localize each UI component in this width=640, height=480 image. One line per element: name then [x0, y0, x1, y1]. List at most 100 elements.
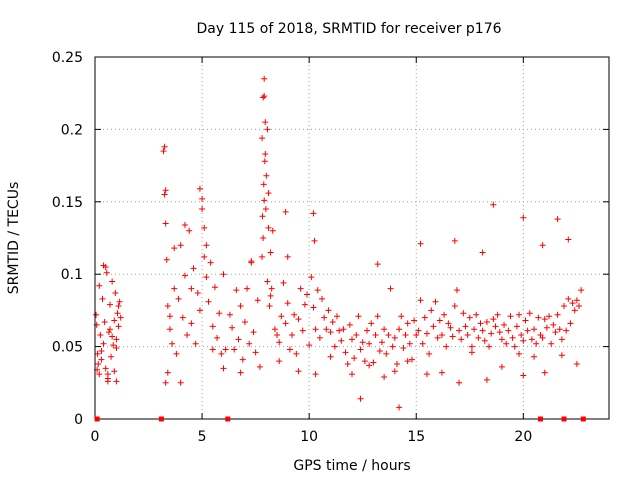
x-tick-label: 0: [91, 429, 100, 445]
data-point: [554, 216, 561, 223]
data-point: [434, 334, 441, 341]
data-point: [104, 371, 111, 378]
data-point: [520, 337, 527, 344]
data-point: [381, 374, 388, 381]
data-point: [260, 235, 267, 241]
data-point: [374, 313, 381, 320]
data-point: [96, 371, 103, 378]
data-point: [402, 332, 409, 339]
data-point: [98, 356, 105, 363]
data-point: [316, 334, 323, 341]
data-point: [109, 333, 116, 340]
data-point: [411, 317, 418, 324]
data-point: [325, 307, 332, 314]
data-point: [473, 311, 480, 318]
data-point: [231, 346, 238, 353]
data-point: [391, 368, 398, 375]
data-point: [101, 318, 108, 325]
data-point: [199, 206, 206, 213]
data-point: [406, 340, 413, 347]
data-point: [284, 300, 291, 307]
data-point: [524, 327, 531, 334]
baseline-marker: [225, 416, 231, 422]
data-point: [578, 287, 585, 294]
data-point: [271, 326, 278, 333]
y-tick-label: 0.25: [52, 50, 83, 66]
data-point: [327, 329, 334, 336]
data-point: [265, 190, 272, 197]
data-point: [312, 371, 319, 378]
data-point: [370, 359, 377, 366]
baseline-marker: [94, 416, 100, 422]
data-point: [571, 307, 578, 314]
data-point: [398, 313, 405, 320]
data-point: [336, 327, 343, 334]
data-point: [419, 340, 426, 347]
data-point: [106, 326, 113, 333]
data-point: [548, 340, 555, 347]
data-point: [503, 340, 510, 347]
data-point: [171, 285, 178, 292]
data-point: [256, 363, 263, 370]
data-point: [175, 295, 182, 302]
data-point: [426, 350, 433, 357]
data-point: [355, 313, 362, 320]
data-point: [496, 329, 503, 336]
data-point: [237, 303, 244, 310]
data-point: [516, 350, 523, 357]
data-point: [297, 285, 304, 292]
y-tick-label: 0.2: [61, 122, 83, 138]
data-point: [229, 324, 236, 331]
data-point: [460, 310, 467, 317]
data-point: [116, 298, 123, 305]
data-point: [267, 249, 274, 256]
data-point: [209, 346, 216, 353]
data-point: [378, 339, 385, 346]
data-point: [357, 395, 364, 402]
data-point: [194, 290, 201, 297]
data-point: [438, 332, 445, 339]
data-point: [171, 245, 178, 252]
baseline-marker: [561, 416, 567, 422]
data-point: [535, 314, 542, 321]
data-point: [250, 329, 257, 336]
data-point: [340, 326, 347, 333]
data-point: [112, 290, 119, 297]
grid-lines: [95, 57, 609, 419]
data-point: [291, 311, 298, 318]
data-point: [451, 237, 458, 244]
data-point: [99, 295, 106, 302]
data-point: [276, 358, 283, 365]
data-point: [282, 320, 289, 327]
data-point: [177, 379, 184, 386]
data-point: [261, 75, 268, 82]
data-point: [338, 337, 345, 344]
x-tick-label: 20: [514, 429, 532, 445]
data-point: [220, 271, 227, 278]
axis-ticks: 0 0.05 0.1 0.15 0.2 0.25 0 5 10 15 20: [52, 50, 609, 445]
data-point: [565, 236, 572, 243]
data-point: [447, 324, 454, 331]
data-point: [254, 297, 261, 304]
data-point: [103, 269, 110, 276]
data-point: [344, 360, 351, 367]
data-point: [513, 323, 520, 330]
data-point: [569, 300, 576, 307]
data-point: [181, 272, 188, 279]
data-point: [456, 379, 463, 386]
data-point: [310, 304, 317, 311]
data-point: [509, 334, 516, 341]
data-point: [516, 311, 523, 318]
data-point: [96, 282, 103, 289]
data-point: [319, 295, 326, 302]
data-point: [531, 326, 538, 333]
data-point: [299, 327, 306, 334]
data-point: [453, 287, 460, 294]
data-point: [113, 378, 120, 385]
baseline-marker: [158, 416, 164, 422]
data-point: [393, 360, 400, 367]
data-point: [321, 314, 328, 321]
data-point: [259, 135, 266, 142]
data-point: [445, 320, 452, 327]
chart-title: Day 115 of 2018, SRMTID for receiver p17…: [196, 21, 501, 37]
